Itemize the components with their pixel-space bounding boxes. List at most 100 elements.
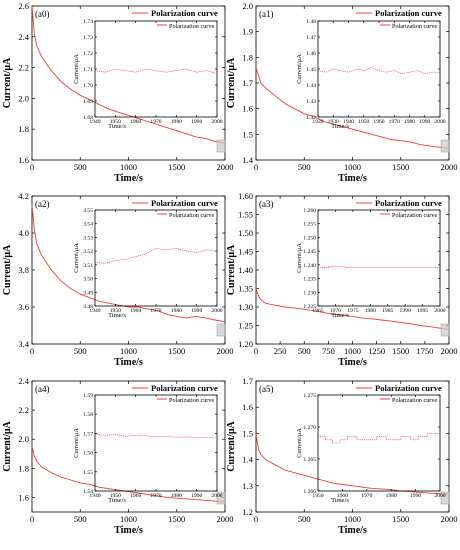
x-tick-label: 1940 bbox=[89, 308, 100, 314]
x-tick-label: 250 bbox=[274, 346, 287, 356]
y-axis-title: Current/μA bbox=[73, 243, 80, 273]
y-tick-label: 3.8 bbox=[18, 265, 29, 275]
inset-frame bbox=[317, 394, 441, 492]
x-tick-label: 1985 bbox=[382, 308, 393, 314]
legend-label: Polarization curve bbox=[151, 8, 218, 18]
y-tick-label: 3.51 bbox=[83, 263, 93, 269]
x-tick-label: 1950 bbox=[312, 493, 323, 499]
x-tick-label: 1940 bbox=[89, 493, 100, 499]
series-line bbox=[317, 67, 440, 75]
series-line bbox=[318, 265, 440, 268]
y-tick-label: 1.47 bbox=[306, 35, 316, 41]
y-tick-label: 1.9 bbox=[242, 27, 253, 37]
x-tick-label: 0 bbox=[254, 514, 258, 524]
y-tick-label: 1.43 bbox=[306, 99, 316, 105]
x-tick-label: 1960 bbox=[130, 119, 141, 125]
chart-panel: 0 500 1000 1500 2000 1.2 1.3 1.4 1.5 1.6 1.7 Time/s… bbox=[226, 376, 458, 536]
x-tick-label: 1960 bbox=[337, 493, 348, 499]
y-tick-label: 1.4 bbox=[242, 155, 253, 165]
y-tick-label: 1.275 bbox=[303, 393, 316, 399]
series-line bbox=[94, 68, 218, 75]
y-tick-label: 1.6 bbox=[242, 104, 253, 114]
x-tick-label: 500 bbox=[74, 514, 87, 524]
zoom-region-marker bbox=[440, 491, 450, 505]
y-tick-label: 1.3 bbox=[242, 481, 253, 491]
legend-label: Polarization curve bbox=[392, 23, 437, 30]
y-tick-label: 1.270 bbox=[303, 425, 316, 431]
zoom-region-marker bbox=[216, 139, 226, 153]
x-tick-label: 1980 bbox=[386, 493, 397, 499]
y-tick-label: 1.255 bbox=[303, 222, 316, 228]
y-tick-label: 3.54 bbox=[83, 222, 93, 228]
x-tick-label: 1960 bbox=[373, 119, 384, 125]
series-line bbox=[255, 288, 450, 330]
x-tick-label: 1980 bbox=[171, 308, 182, 314]
x-tick-label: 1970 bbox=[150, 493, 161, 499]
x-tick-label: 1980 bbox=[171, 119, 182, 125]
y-axis-title: Current/μA bbox=[296, 54, 303, 84]
x-axis-title: Time/s bbox=[108, 123, 126, 130]
y-tick-label: 3.49 bbox=[83, 290, 93, 296]
x-axis-title: Time/s bbox=[114, 357, 143, 368]
y-tick-label: 1.245 bbox=[303, 249, 316, 255]
series-line bbox=[94, 434, 218, 439]
inset-chart: 1940 1950 1960 1970 1980 1990 2000 1.54 1.55 1.56… bbox=[73, 393, 223, 504]
inset-frame bbox=[94, 20, 218, 118]
x-tick-label: 1990 bbox=[191, 308, 202, 314]
x-tick-label: 0 bbox=[254, 162, 258, 172]
x-tick-label: 1500 bbox=[168, 162, 185, 172]
y-tick-label: 1.2 bbox=[242, 507, 253, 517]
x-tick-label: 1965 bbox=[312, 308, 323, 314]
zoom-region-marker bbox=[216, 323, 226, 337]
panel-label: (a2) bbox=[35, 199, 50, 209]
y-axis-title: Current/μA bbox=[226, 244, 237, 295]
chart-panel: 0 500 1000 1500 2000 3.4 3.6 3.8 4.0 4.2 Time/s Cur… bbox=[2, 191, 234, 368]
x-tick-label: 1980 bbox=[365, 308, 376, 314]
y-tick-label: 4.0 bbox=[18, 228, 29, 238]
x-tick-label: 2000 bbox=[441, 346, 458, 356]
y-tick-label: 1.8 bbox=[242, 52, 253, 62]
y-tick-label: 1.54 bbox=[83, 489, 93, 495]
x-axis-title: Time/s bbox=[114, 525, 143, 536]
y-tick-label: 2.2 bbox=[18, 63, 29, 73]
y-axis-title: Current/μA bbox=[2, 420, 13, 471]
x-tick-label: 1990 bbox=[410, 493, 421, 499]
x-tick-label: 1970 bbox=[150, 308, 161, 314]
x-tick-label: 1000 bbox=[344, 514, 361, 524]
x-axis-title: Time/s bbox=[338, 173, 367, 184]
x-axis-title: Time/s bbox=[331, 312, 349, 319]
chart-panel: 0 250 500 750 1000 1250 1500 1750 2000 1.20 1.25 1.… bbox=[226, 191, 458, 368]
zoom-region-marker bbox=[440, 139, 450, 153]
x-tick-label: 2000 bbox=[434, 308, 445, 314]
x-tick-label: 1000 bbox=[344, 162, 361, 172]
y-axis-title: Current/μA bbox=[2, 244, 13, 295]
y-tick-label: 3.55 bbox=[83, 208, 93, 214]
y-tick-label: 1.250 bbox=[303, 235, 316, 241]
y-tick-label: 3.53 bbox=[83, 235, 93, 241]
y-tick-label: 3.48 bbox=[83, 304, 93, 310]
y-tick-label: 1.46 bbox=[306, 51, 316, 57]
x-tick-label: 1500 bbox=[392, 514, 409, 524]
inset-chart: 1940 1950 1960 1970 1980 1990 2000 3.48 3.49 3.50… bbox=[73, 208, 223, 319]
y-axis-title: Current/μA bbox=[296, 428, 303, 458]
x-axis-title: Time/s bbox=[338, 525, 367, 536]
x-tick-label: 1500 bbox=[392, 346, 409, 356]
x-tick-label: 1995 bbox=[417, 308, 428, 314]
y-tick-label: 1.59 bbox=[83, 393, 93, 399]
y-tick-label: 1.260 bbox=[303, 208, 316, 214]
x-tick-label: 500 bbox=[74, 162, 87, 172]
series-line bbox=[31, 205, 226, 323]
y-tick-label: 3.52 bbox=[83, 249, 93, 255]
x-tick-label: 2000 bbox=[211, 119, 222, 125]
x-tick-label: 2000 bbox=[217, 346, 234, 356]
y-tick-label: 1.7 bbox=[242, 78, 253, 88]
legend-label: Polarization curve bbox=[392, 397, 437, 404]
x-axis-title: Time/s bbox=[114, 173, 143, 184]
x-tick-label: 1950 bbox=[110, 308, 121, 314]
y-tick-label: 1.42 bbox=[306, 115, 316, 121]
y-tick-label: 1.5 bbox=[242, 129, 253, 139]
x-tick-label: 1980 bbox=[171, 493, 182, 499]
chart-panel: 0 500 1000 1500 2000 1.4 1.5 1.6 1.7 1.8 1.9 2.0 Tim… bbox=[226, 1, 458, 184]
y-tick-label: 1.55 bbox=[83, 470, 93, 476]
x-tick-label: 2000 bbox=[441, 514, 458, 524]
